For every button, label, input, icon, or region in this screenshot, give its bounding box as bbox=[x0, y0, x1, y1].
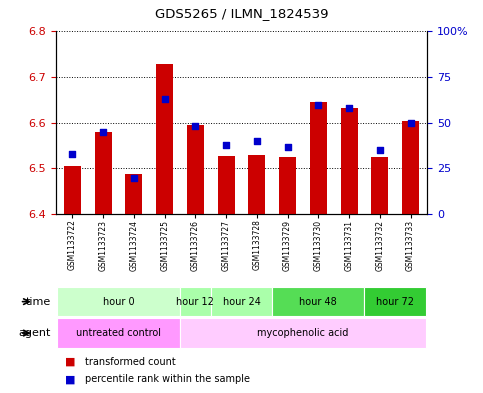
Text: GSM1133723: GSM1133723 bbox=[99, 220, 108, 271]
Bar bbox=[341, 108, 357, 214]
Bar bbox=[402, 121, 419, 214]
Text: GSM1133727: GSM1133727 bbox=[222, 220, 230, 271]
Bar bbox=[310, 102, 327, 214]
Text: GSM1133731: GSM1133731 bbox=[344, 220, 354, 271]
Text: GSM1133724: GSM1133724 bbox=[129, 220, 139, 271]
Text: ■: ■ bbox=[65, 374, 76, 384]
Text: hour 72: hour 72 bbox=[376, 297, 414, 307]
Text: GSM1133733: GSM1133733 bbox=[406, 220, 415, 271]
Text: GSM1133722: GSM1133722 bbox=[68, 220, 77, 270]
Text: hour 24: hour 24 bbox=[223, 297, 260, 307]
Point bbox=[376, 147, 384, 153]
Point bbox=[345, 105, 353, 111]
Text: time: time bbox=[26, 297, 51, 307]
Text: GSM1133732: GSM1133732 bbox=[375, 220, 384, 271]
Point bbox=[99, 129, 107, 135]
Bar bbox=[211, 287, 272, 316]
Point bbox=[284, 143, 291, 150]
Bar bbox=[57, 287, 180, 316]
Bar bbox=[180, 318, 426, 348]
Point bbox=[314, 101, 322, 108]
Bar bbox=[187, 125, 204, 214]
Text: transformed count: transformed count bbox=[85, 356, 175, 367]
Text: GSM1133729: GSM1133729 bbox=[283, 220, 292, 271]
Text: untreated control: untreated control bbox=[76, 328, 161, 338]
Point bbox=[253, 138, 261, 144]
Point bbox=[130, 174, 138, 181]
Text: percentile rank within the sample: percentile rank within the sample bbox=[85, 374, 250, 384]
Point bbox=[407, 120, 414, 126]
Point bbox=[69, 151, 76, 157]
Text: GSM1133730: GSM1133730 bbox=[314, 220, 323, 271]
Text: GDS5265 / ILMN_1824539: GDS5265 / ILMN_1824539 bbox=[155, 7, 328, 20]
Point bbox=[222, 141, 230, 148]
Text: hour 12: hour 12 bbox=[176, 297, 214, 307]
Text: GSM1133726: GSM1133726 bbox=[191, 220, 200, 271]
Bar bbox=[371, 157, 388, 214]
Bar bbox=[126, 174, 142, 214]
Text: GSM1133728: GSM1133728 bbox=[253, 220, 261, 270]
Bar bbox=[156, 64, 173, 214]
Bar bbox=[248, 155, 265, 214]
Text: mycophenolic acid: mycophenolic acid bbox=[257, 328, 349, 338]
Bar bbox=[95, 132, 112, 214]
Text: ■: ■ bbox=[65, 356, 76, 367]
Point bbox=[192, 123, 199, 130]
Bar bbox=[218, 156, 235, 214]
Bar bbox=[57, 318, 180, 348]
Text: GSM1133725: GSM1133725 bbox=[160, 220, 169, 271]
Point bbox=[161, 96, 169, 102]
Bar bbox=[279, 157, 296, 214]
Bar bbox=[180, 287, 211, 316]
Text: hour 0: hour 0 bbox=[103, 297, 134, 307]
Bar bbox=[365, 287, 426, 316]
Bar bbox=[272, 287, 365, 316]
Text: agent: agent bbox=[18, 328, 51, 338]
Bar bbox=[64, 166, 81, 214]
Text: hour 48: hour 48 bbox=[299, 297, 337, 307]
